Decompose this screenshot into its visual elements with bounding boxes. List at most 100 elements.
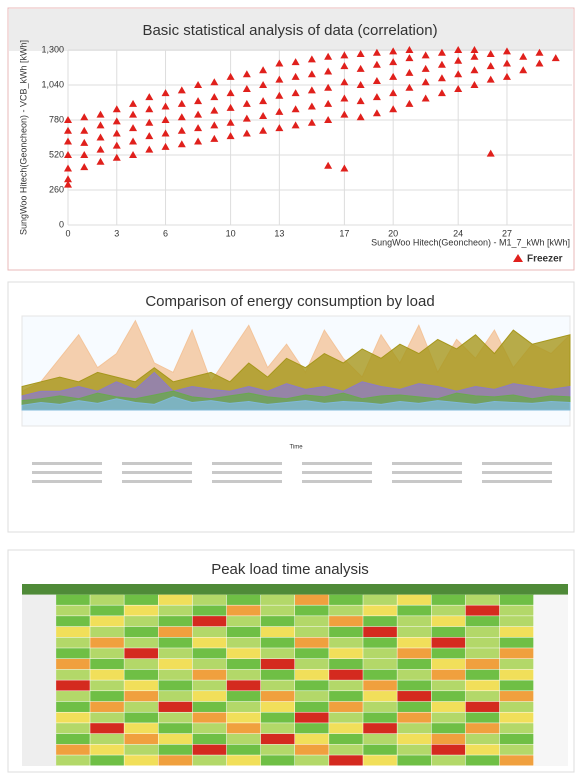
heat-cell xyxy=(363,594,397,605)
point xyxy=(177,140,186,148)
heat-cell xyxy=(158,733,193,745)
heat-cell xyxy=(192,626,227,638)
point xyxy=(194,110,203,118)
y-tick-label: 260 xyxy=(49,184,64,194)
heat-cell xyxy=(226,594,261,605)
point xyxy=(112,141,121,149)
point xyxy=(145,132,154,140)
heat-cell xyxy=(363,680,397,691)
heat-cell xyxy=(90,680,124,691)
total-column xyxy=(533,594,568,766)
heat-cell xyxy=(56,701,90,712)
point xyxy=(389,58,398,66)
point xyxy=(177,86,186,94)
heat-cell xyxy=(431,680,466,691)
point xyxy=(275,91,284,99)
heat-cell xyxy=(124,723,158,734)
heat-cell xyxy=(431,616,466,627)
point xyxy=(470,81,479,88)
point xyxy=(275,124,284,132)
point xyxy=(242,85,251,93)
point xyxy=(405,83,414,91)
heat-cell xyxy=(499,594,534,605)
legend-entry xyxy=(32,471,102,474)
point xyxy=(112,153,121,161)
heat-cell xyxy=(397,669,431,680)
point xyxy=(454,46,463,53)
heat-cell xyxy=(90,755,124,766)
point xyxy=(340,164,349,172)
heat-cell xyxy=(260,755,295,766)
heat-cell xyxy=(363,744,397,755)
chart-title: Peak load time analysis xyxy=(211,561,369,578)
point xyxy=(372,48,381,56)
point xyxy=(242,114,251,122)
point xyxy=(64,137,72,145)
heat-cell xyxy=(295,605,329,616)
heat-cell xyxy=(226,680,261,691)
heat-cell xyxy=(465,637,500,648)
heat-cell xyxy=(397,616,431,627)
heat-cell xyxy=(397,680,431,691)
heat-cell xyxy=(260,680,295,691)
heat-cell xyxy=(192,680,227,691)
heat-cell xyxy=(226,691,261,702)
point xyxy=(194,124,203,132)
heat-cell xyxy=(56,658,90,670)
heat-cell xyxy=(499,669,534,680)
point xyxy=(454,85,463,93)
heat-cell xyxy=(295,691,329,702)
heat-cell xyxy=(158,701,193,712)
point xyxy=(324,161,333,169)
point xyxy=(372,109,381,117)
legend-entry xyxy=(392,471,462,474)
heat-cell xyxy=(363,658,397,670)
point xyxy=(486,75,495,83)
point xyxy=(129,151,138,158)
y-tick-label: 1,040 xyxy=(41,79,64,89)
heat-cell xyxy=(363,712,397,723)
point xyxy=(372,60,381,68)
heat-cell xyxy=(465,605,500,616)
point xyxy=(112,105,121,113)
heat-cell xyxy=(158,648,193,659)
heat-cell xyxy=(226,744,261,755)
heat-cell xyxy=(329,755,363,766)
point xyxy=(96,133,105,141)
x-axis-label: SungWoo Hitech(Geoncheon) - M1_7_kWh [kW… xyxy=(371,237,570,247)
legend-entry xyxy=(482,462,552,465)
point xyxy=(307,118,316,126)
heat-cell xyxy=(329,605,363,616)
heat-cell xyxy=(499,616,534,627)
point xyxy=(177,126,186,134)
heat-cell xyxy=(431,691,466,702)
heat-cell xyxy=(363,605,397,616)
heat-cell xyxy=(295,680,329,691)
heat-cell xyxy=(499,755,534,766)
header-row xyxy=(22,584,568,595)
heat-cell xyxy=(363,701,397,712)
y-tick-label: 1,300 xyxy=(41,44,64,54)
heat-cell xyxy=(90,616,124,627)
heat-cell xyxy=(397,626,431,638)
heat-cell xyxy=(295,755,329,766)
point xyxy=(275,59,284,67)
point xyxy=(242,70,251,78)
legend-entry xyxy=(392,480,462,483)
point xyxy=(486,149,495,157)
point xyxy=(275,75,284,83)
panel-header xyxy=(9,9,573,51)
heat-cell xyxy=(226,637,261,648)
heat-cell xyxy=(124,680,158,691)
heat-cell xyxy=(431,605,466,616)
point xyxy=(454,56,463,64)
point xyxy=(210,93,219,101)
heat-cell xyxy=(465,594,500,605)
heat-cell xyxy=(192,605,227,616)
point xyxy=(194,97,203,105)
heat-cell xyxy=(363,755,397,766)
heat-cell xyxy=(56,755,90,766)
heat-cell xyxy=(295,723,329,734)
heat-cell xyxy=(465,701,500,712)
heat-cell xyxy=(397,733,431,745)
